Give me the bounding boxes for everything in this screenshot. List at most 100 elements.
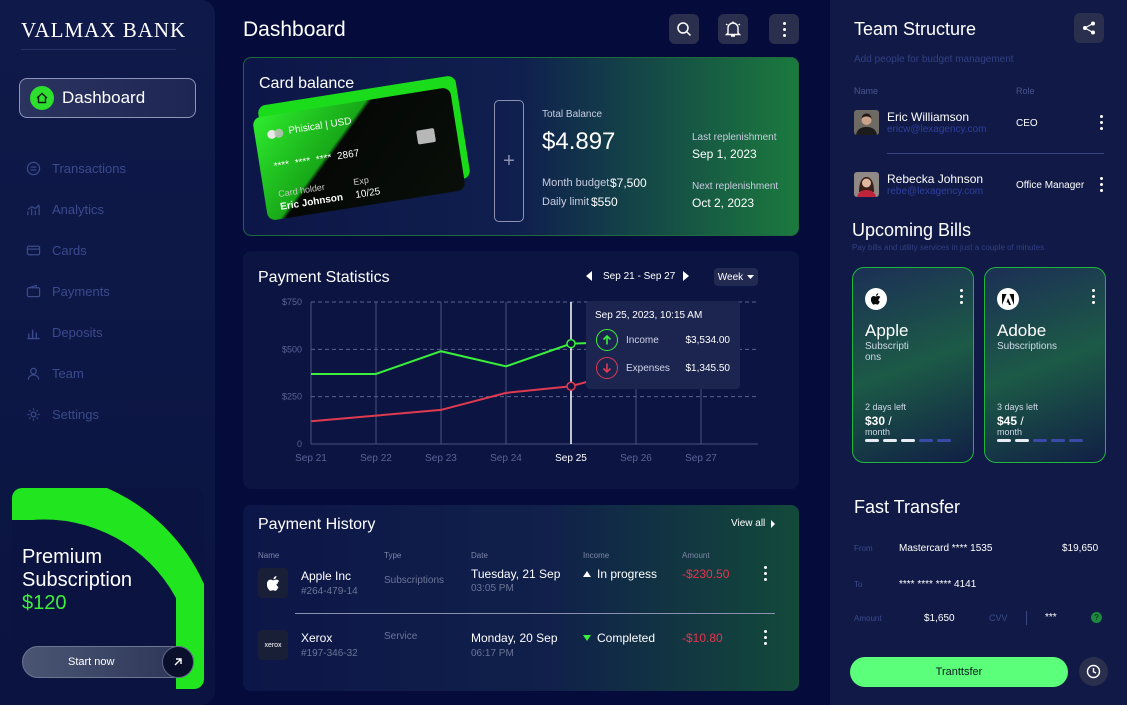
bill-menu-icon[interactable] (960, 289, 963, 304)
member-role: Office Manager (1016, 180, 1085, 191)
chip-icon (416, 127, 437, 145)
tooltip-title: Sep 25, 2023, 10:15 AM (595, 310, 703, 321)
tooltip-expenses-label: Expenses (626, 362, 670, 374)
member-email: rebe@lexagency.com (887, 186, 984, 197)
arrow-down-icon (596, 357, 618, 379)
view-all-link[interactable]: View all (731, 518, 776, 529)
y-tick-label: $750 (282, 297, 302, 307)
x-tick-label: Sep 24 (490, 453, 522, 464)
bill-card-apple[interactable]: Apple Subscriptions 2 days left $30 / mo… (852, 267, 974, 463)
sidebar-item-payments[interactable]: Payments (26, 281, 110, 301)
share-button[interactable] (1074, 13, 1104, 43)
bill-days-left: 3 days left (997, 402, 1039, 412)
notifications-button[interactable] (718, 14, 748, 44)
card-stack[interactable]: Phisical | USD **** **** **** 2867 Card … (252, 74, 471, 222)
sidebar-item-label: Settings (52, 406, 99, 422)
row-menu-icon[interactable] (764, 566, 767, 581)
data-point-income[interactable] (566, 338, 576, 349)
row-date: Monday, 20 Sep (471, 631, 558, 645)
member-menu-icon[interactable] (1100, 177, 1103, 192)
search-button[interactable] (669, 14, 699, 44)
home-icon (30, 86, 54, 110)
row-time: 06:17 PM (471, 648, 514, 659)
date-range: Sep 21 - Sep 27 (603, 271, 676, 282)
promo-title-line: Subscription (22, 569, 133, 591)
prev-week-icon[interactable] (585, 271, 593, 281)
share-icon (1083, 21, 1095, 35)
to-label: To (854, 580, 863, 589)
apple-logo-icon (258, 568, 288, 598)
amount-input[interactable]: $1,650 (924, 613, 955, 624)
col-header-income: Income (583, 551, 610, 560)
sidebar-item-dashboard[interactable]: Dashboard (19, 78, 196, 118)
team-icon (27, 367, 40, 380)
next-replenishment: Oct 2, 2023 (692, 196, 755, 210)
member-menu-icon[interactable] (1100, 115, 1103, 130)
sidebar-item-cards[interactable]: Cards (26, 240, 87, 260)
sidebar-item-label: Cards (52, 242, 87, 258)
member-role: CEO (1016, 118, 1038, 129)
xerox-logo: xerox (258, 630, 288, 660)
sidebar-item-team[interactable]: Team (26, 363, 84, 383)
from-balance: $19,650 (1062, 543, 1099, 554)
bill-menu-icon[interactable] (1092, 289, 1095, 304)
bill-card-adobe[interactable]: Adobe Subscriptions 3 days left $45 / mo… (984, 267, 1106, 463)
row-date: Tuesday, 21 Sep (471, 567, 561, 581)
total-balance-label: Total Balance (542, 109, 603, 120)
sidebar-item-settings[interactable]: Settings (26, 404, 99, 424)
sidebar-item-analytics[interactable]: Analytics (26, 199, 104, 219)
row-id: #264-479-14 (301, 586, 358, 597)
tooltip-expenses-value: $1,345.50 (685, 362, 731, 374)
col-header-name: Name (854, 86, 879, 96)
card-balance-panel: Card balance Phisical | USD **** **** **… (243, 57, 799, 236)
y-tick-label: 0 (297, 439, 302, 449)
x-tick-label: Sep 27 (685, 453, 717, 464)
more-menu-button[interactable] (769, 14, 799, 44)
month-budget: $7,500 (610, 176, 647, 190)
bill-progress (865, 439, 951, 442)
bill-name: Adobe (997, 321, 1047, 340)
upcoming-bills-title: Upcoming Bills (852, 220, 972, 240)
y-tick-label: $500 (282, 344, 302, 354)
gear-icon (27, 407, 40, 421)
row-status: Completed (597, 631, 656, 645)
sidebar-item-label: Deposits (52, 324, 103, 340)
help-icon[interactable]: ? (1091, 612, 1102, 623)
x-tick-label: Sep 26 (620, 453, 652, 464)
tooltip-expenses-row: Expenses $1,345.50 (596, 356, 730, 380)
from-card-select[interactable]: Mastercard **** 1535 (899, 543, 993, 554)
sidebar-item-transactions[interactable]: Transactions (26, 158, 126, 178)
avatar (854, 110, 879, 135)
divider (1026, 611, 1027, 625)
history-button[interactable] (1079, 657, 1108, 686)
bill-period: month (997, 427, 1023, 437)
analytics-icon (27, 203, 40, 215)
bill-type: Subscriptions (865, 341, 909, 363)
row-time: 03:05 PM (471, 583, 514, 594)
x-tick-label: Sep 21 (295, 453, 327, 464)
more-vertical-icon (782, 21, 786, 37)
data-point-expenses[interactable] (566, 381, 576, 392)
y-tick-label: $250 (282, 392, 302, 402)
period-select[interactable]: Week (714, 268, 758, 286)
member-name: Rebecka Johnson (887, 172, 984, 186)
team-subtitle: Add people for budget management (854, 54, 1014, 65)
row-menu-icon[interactable] (764, 630, 767, 645)
to-card-input[interactable]: **** **** **** 4141 (899, 579, 977, 590)
bank-card[interactable]: Phisical | USD **** **** **** 2867 Card … (252, 86, 466, 222)
transfer-button[interactable]: Tranttsfer (850, 657, 1068, 687)
apple-logo-icon (865, 288, 887, 310)
cvv-input[interactable]: *** (1045, 612, 1057, 623)
total-balance: $4.897 (542, 128, 616, 155)
sidebar-item-deposits[interactable]: Deposits (26, 322, 103, 342)
payment-statistics-title: Payment Statistics (258, 269, 390, 286)
month-budget-label: Month budget (542, 177, 610, 189)
x-tick-label: Sep 25 (555, 453, 587, 464)
add-card-button[interactable]: + (494, 100, 524, 222)
start-now-button[interactable]: Start now (22, 646, 194, 678)
triangle-down-icon (583, 635, 591, 641)
row-type: Service (384, 631, 418, 642)
col-header-type: Type (384, 551, 402, 560)
next-week-icon[interactable] (682, 271, 690, 281)
card-exp-label: Exp (352, 174, 370, 188)
